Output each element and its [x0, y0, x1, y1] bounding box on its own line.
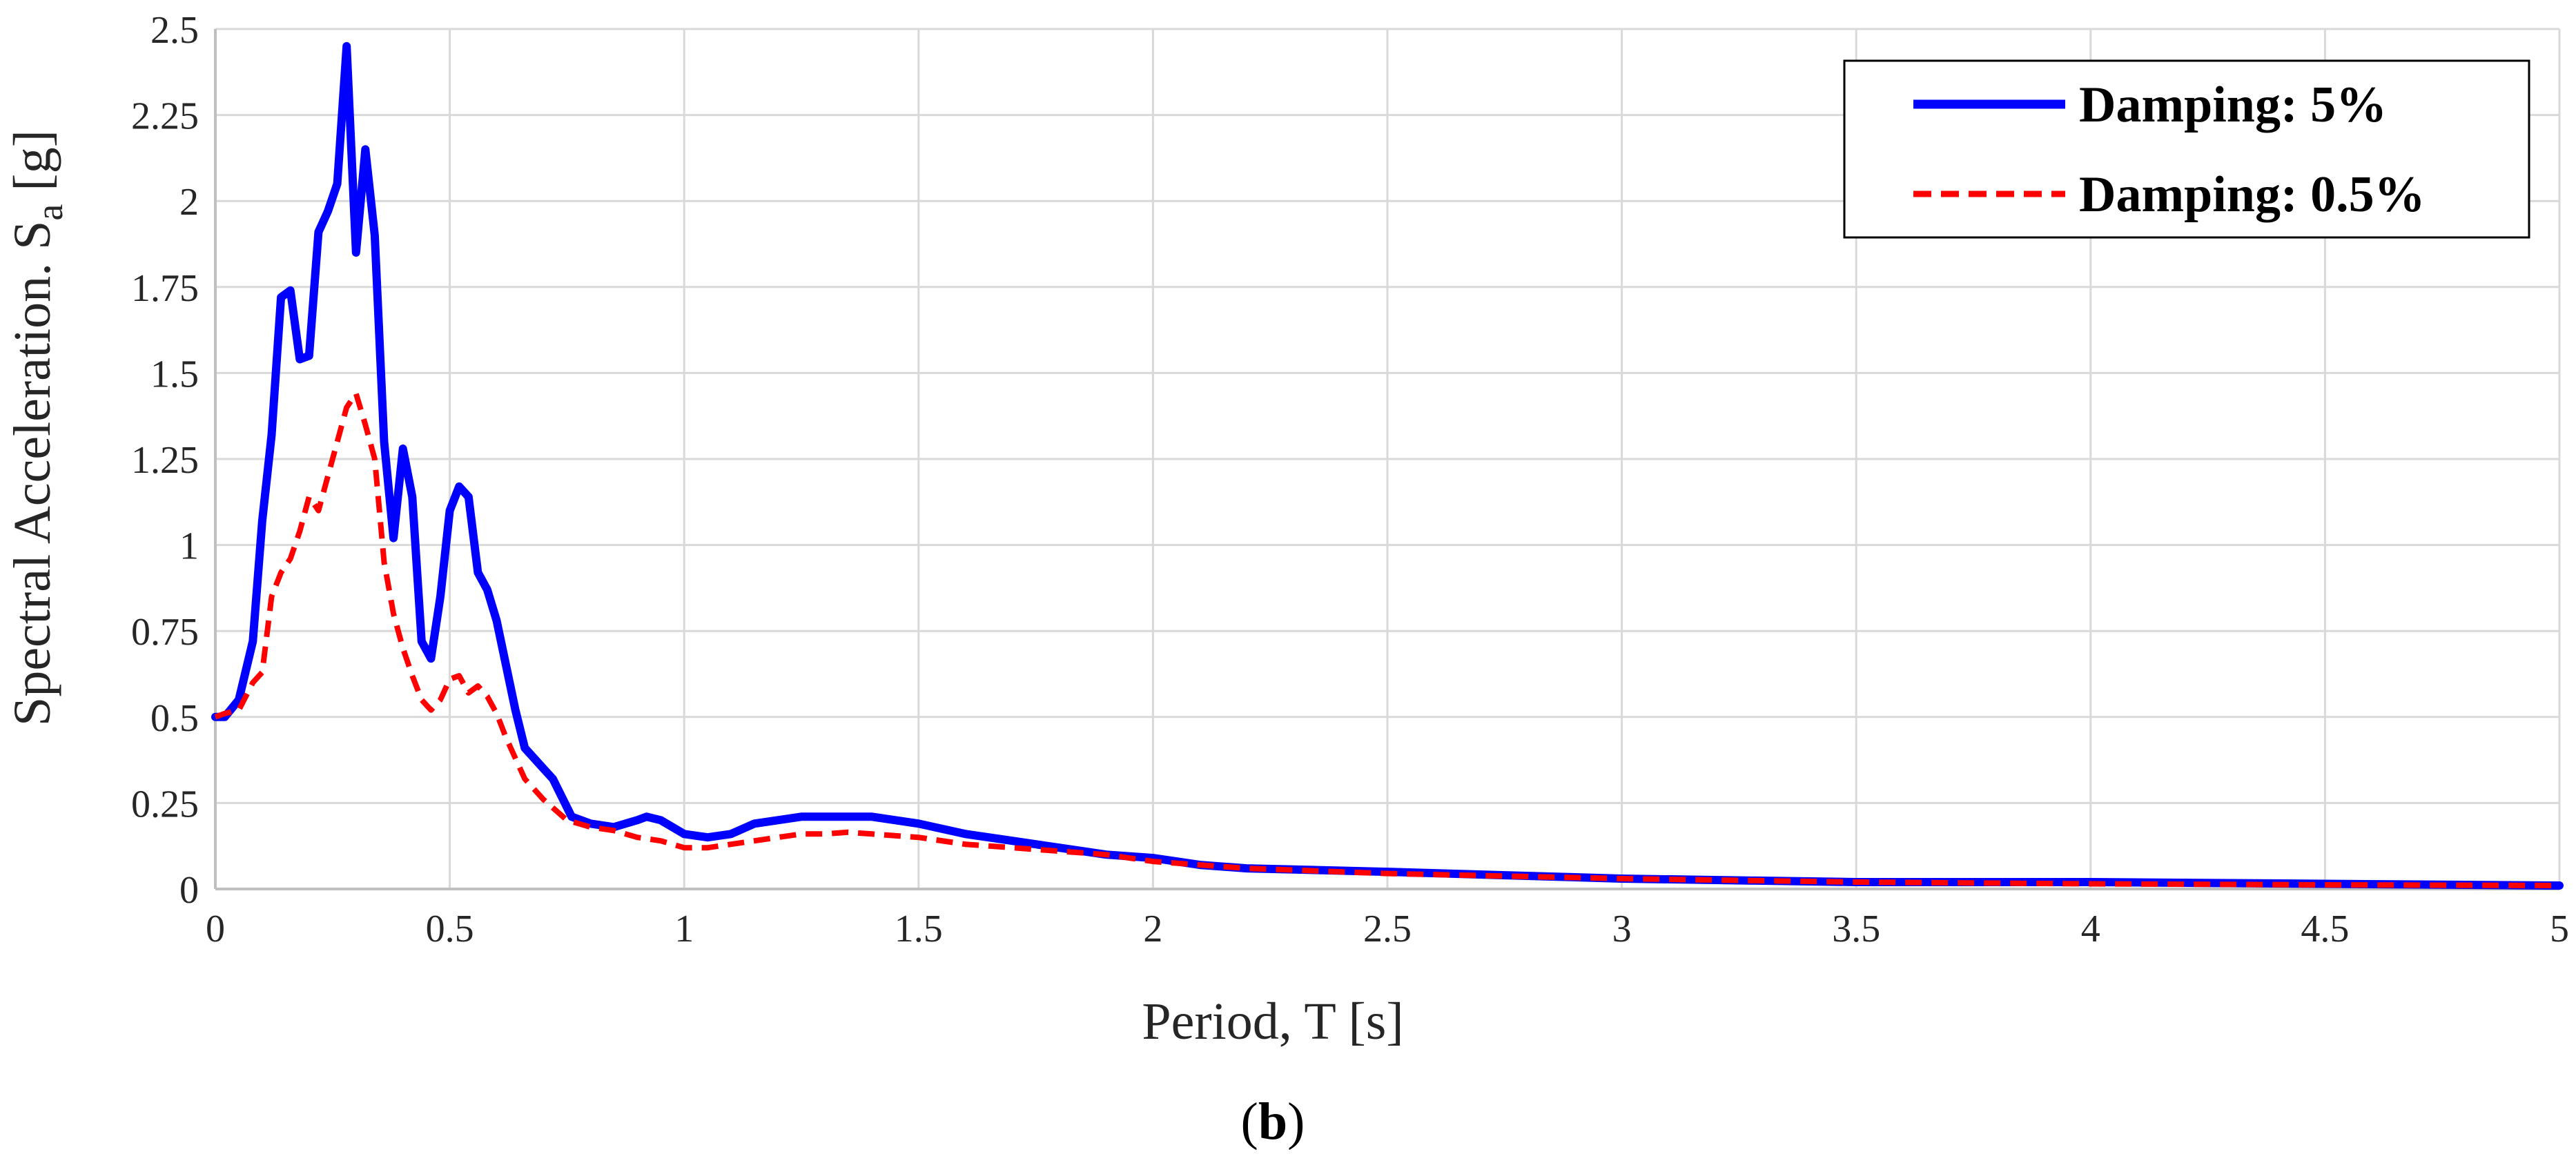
- legend-label-damping-05: Damping: 0.5%: [2079, 166, 2426, 223]
- grid-layer: [215, 28, 2561, 889]
- x-tick-label: 4.5: [2301, 908, 2349, 950]
- y-tick-label: 0.5: [150, 697, 199, 740]
- caption-close: ): [1287, 1093, 1305, 1151]
- x-tick-label: 3: [1612, 908, 1632, 950]
- y-tick-label: 1.5: [150, 353, 199, 395]
- x-tick-label: 1.5: [895, 908, 943, 950]
- y-tick-label: 0.25: [131, 783, 199, 825]
- y-tick-label: 1.25: [131, 439, 199, 482]
- legend: Damping: 5% Damping: 0.5%: [1843, 59, 2530, 239]
- y-axis-title-main: Spectral Acceleration. S: [3, 221, 61, 726]
- x-tick-label: 2.5: [1363, 908, 1412, 950]
- series-line-damping-5: [211, 41, 2564, 890]
- y-tick-label: 2.5: [150, 9, 199, 52]
- y-tick-labels: 0 0.25 0.5 0.75 1 1.25 1.5 1.75 2 2.25 2.5: [131, 9, 199, 912]
- legend-label-damping-5: Damping: 5%: [2079, 77, 2387, 133]
- x-tick-label: 3.5: [1832, 908, 1880, 950]
- x-tick-label: 5: [2550, 908, 2569, 950]
- legend-box: [1843, 59, 2530, 239]
- x-tick-label: 1: [674, 908, 694, 950]
- caption-letter: b: [1258, 1093, 1287, 1151]
- series-layer: [211, 41, 2564, 890]
- y-axis-title: Spectral Acceleration. Sa [g]: [3, 130, 70, 726]
- x-axis-title: Period, T [s]: [1142, 993, 1403, 1050]
- axis-layer: [214, 29, 2559, 890]
- y-axis-title-suffix: [g]: [3, 130, 61, 204]
- y-tick-label: 0: [179, 869, 199, 912]
- x-tick-labels: 0 0.5 1 1.5 2 2.5 3 3.5 4 4.5 5: [206, 908, 2569, 950]
- x-tick-label: 4: [2081, 908, 2100, 950]
- y-tick-label: 2: [179, 181, 199, 224]
- y-tick-label: 2.25: [131, 95, 199, 138]
- y-tick-label: 1.75: [131, 267, 199, 310]
- x-tick-label: 0.5: [426, 908, 474, 950]
- x-tick-label: 0: [206, 908, 225, 950]
- series-line-damping-05: [214, 391, 2560, 888]
- caption-open: (: [1241, 1093, 1258, 1151]
- y-tick-label: 0.75: [131, 611, 199, 654]
- y-axis-title-subscript: a: [29, 204, 70, 221]
- figure-caption: (b): [1241, 1093, 1305, 1151]
- y-tick-label: 1: [179, 525, 199, 568]
- x-tick-label: 2: [1143, 908, 1162, 950]
